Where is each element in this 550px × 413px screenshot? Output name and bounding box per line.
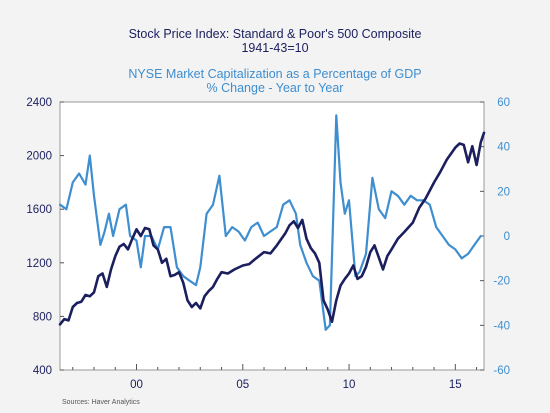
right-axis-tick-label: 0 — [504, 231, 510, 243]
right-axis-tick-label: -60 — [493, 365, 510, 377]
x-axis-tick-label: 15 — [449, 379, 462, 391]
right-axis-tick-label: 20 — [497, 186, 510, 198]
x-axis-tick-label: 10 — [343, 379, 356, 391]
plot-area — [59, 101, 485, 371]
chart-subtitle-line-1: NYSE Market Capitalization as a Percenta… — [128, 67, 421, 81]
chart-title-line-2: 1941-43=10 — [241, 41, 308, 55]
x-axis-tick-label: 05 — [236, 379, 249, 391]
right-axis-tick-label: -40 — [493, 320, 510, 332]
series-line-nyse-cap-gdp — [58, 114, 482, 331]
right-axis-tick-label: -20 — [493, 276, 510, 288]
chart-title-line-1: Stock Price Index: Standard & Poor's 500… — [129, 27, 422, 41]
left-axis-tick-label: 1200 — [26, 258, 52, 270]
right-axis-tick-label: 60 — [497, 97, 510, 109]
left-axis-tick-label: 400 — [33, 365, 52, 377]
x-axis-tick-label: 00 — [130, 379, 143, 391]
source-note: Sources: Haver Analytics — [62, 399, 140, 406]
left-axis-tick-label: 2000 — [26, 151, 52, 163]
right-axis-tick-label: 40 — [497, 142, 510, 154]
left-axis-tick-label: 2400 — [26, 97, 52, 109]
chart-subtitle-line-2: % Change - Year to Year — [207, 81, 344, 95]
left-axis-tick-label: 800 — [33, 311, 52, 323]
series-line-sp500 — [58, 131, 486, 326]
left-axis-tick-label: 1600 — [26, 204, 52, 216]
